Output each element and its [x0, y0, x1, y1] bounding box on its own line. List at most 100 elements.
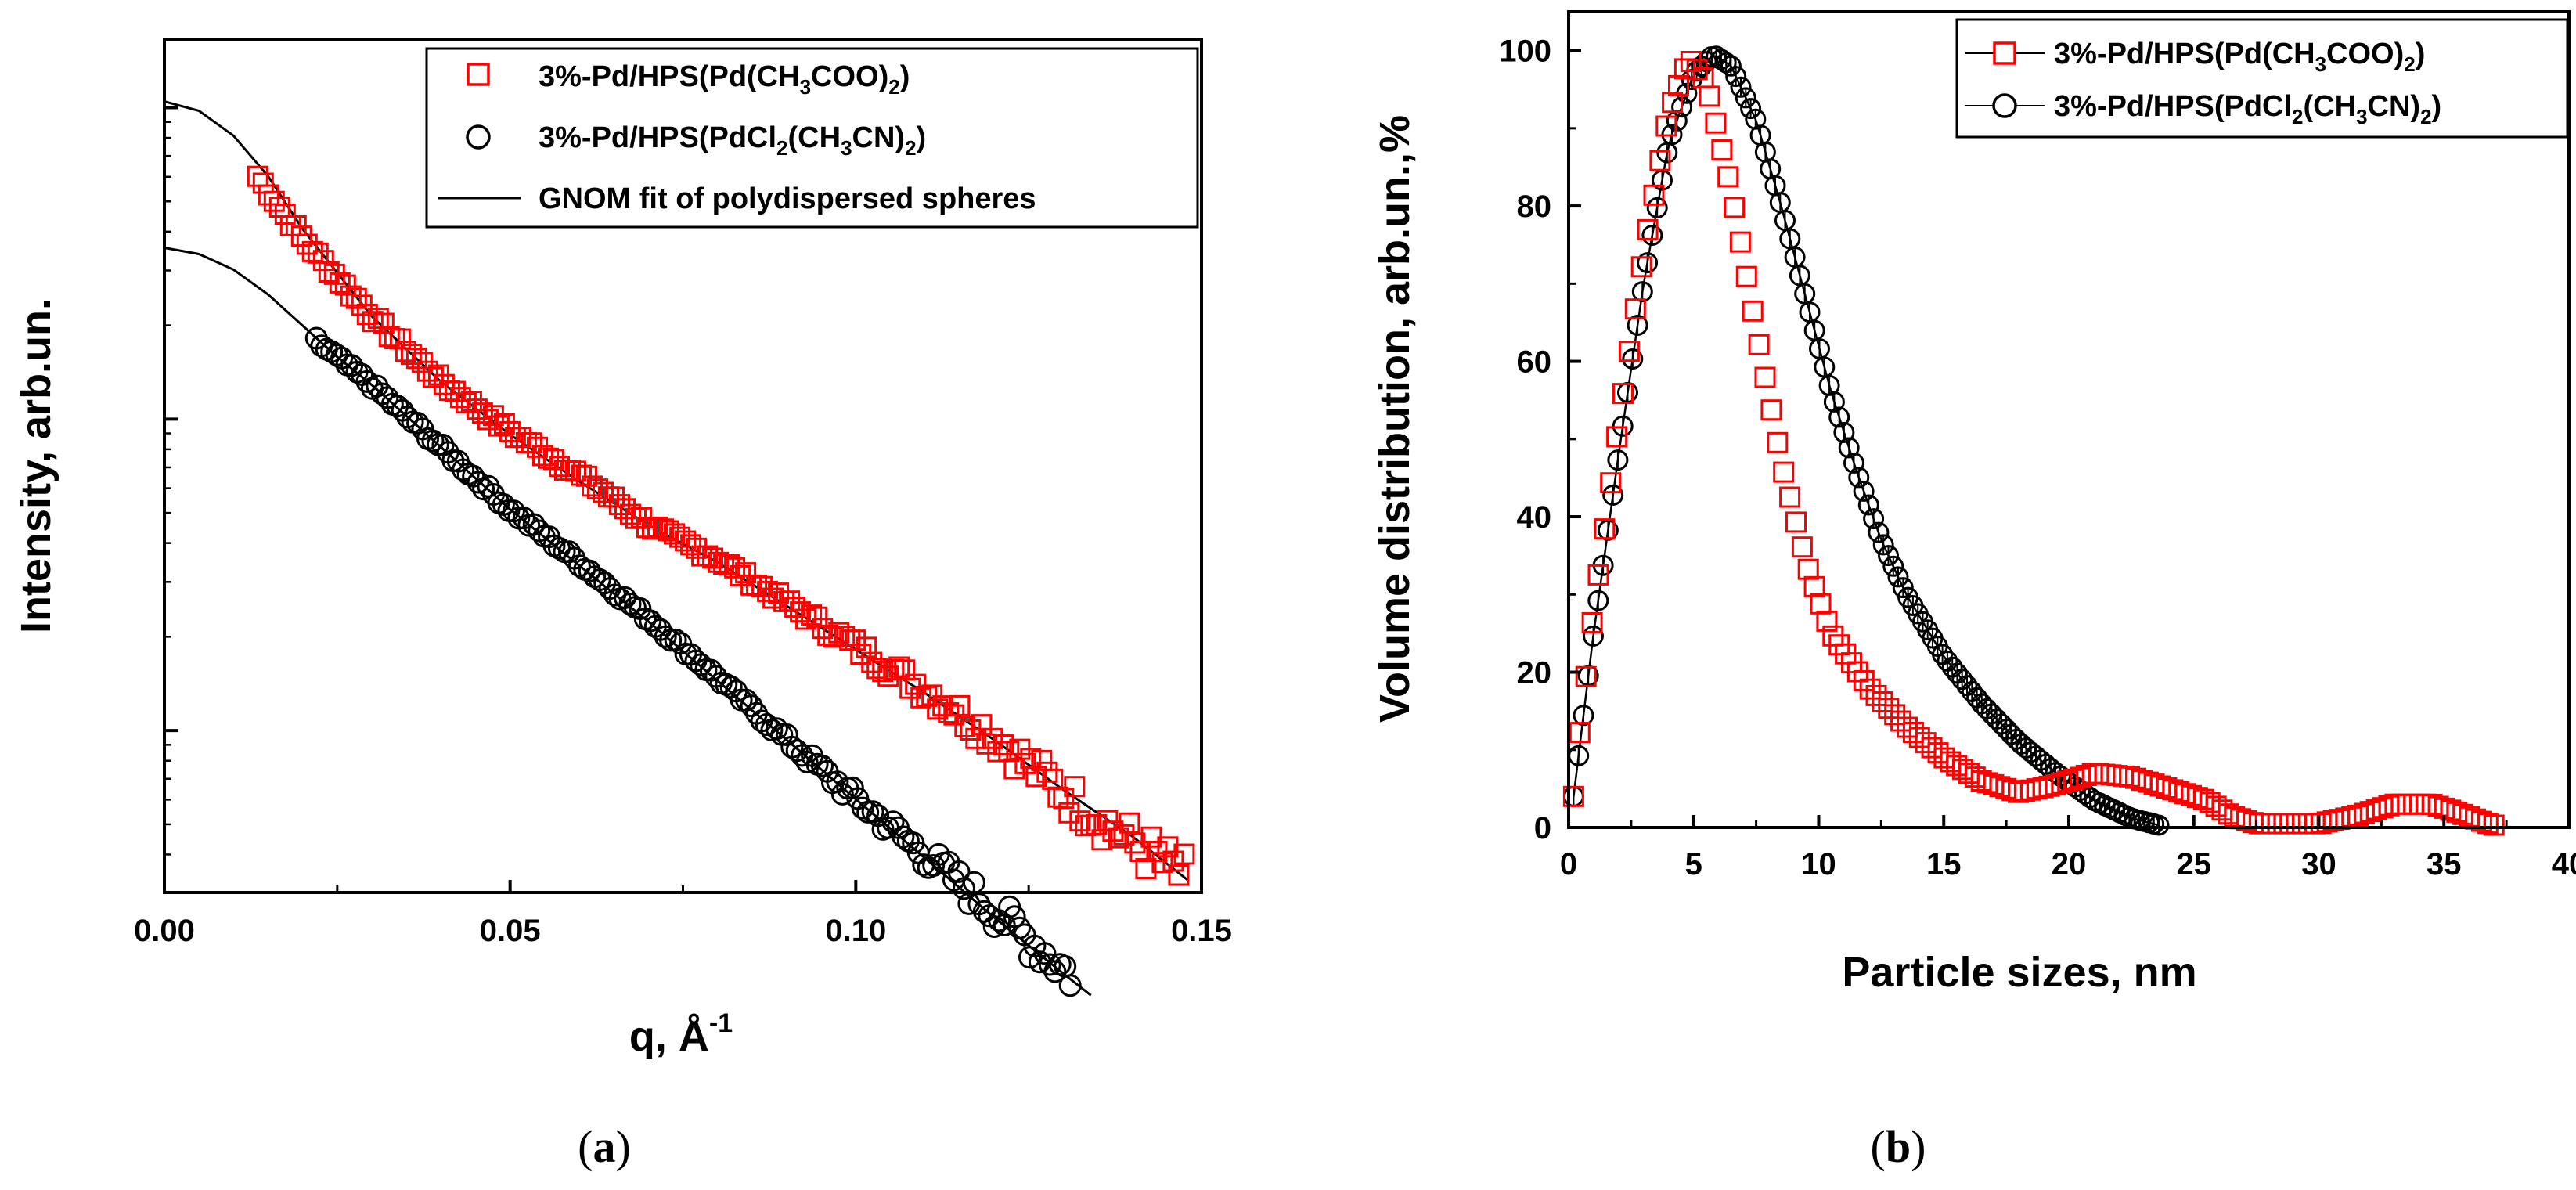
b-x-tick-label: 15 — [1926, 847, 1962, 882]
a-point-chloride — [841, 776, 864, 799]
a-point-acetate — [965, 727, 987, 749]
a-point-acetate — [593, 481, 614, 503]
a-point-acetate — [1053, 788, 1075, 810]
a-point-acetate — [334, 274, 356, 296]
b-point-acetate — [1816, 610, 1838, 632]
a-y-axis-label: Intensity, arb.un. — [13, 298, 59, 633]
a-point-acetate — [801, 604, 823, 626]
a-legend-marker-square — [467, 63, 490, 86]
a-point-acetate — [247, 165, 268, 187]
b-series-acetate-points — [1562, 51, 2505, 836]
a-point-acetate — [1151, 852, 1173, 874]
a-legend-entry-acetate: 3%-Pd/HPS(Pd(CH3COO)2) — [467, 60, 910, 99]
a-legend-label-chloride: 3%-Pd/HPS(PdCl2(CH3CN)2) — [539, 121, 926, 160]
b-x-tick-label: 20 — [2052, 847, 2087, 882]
a-point-chloride — [1003, 905, 1026, 929]
b-legend-entry-chloride: 3%-Pd/HPS(PdCl2(CH3CN)2) — [1965, 90, 2441, 128]
a-point-acetate — [949, 694, 971, 716]
a-point-acetate — [307, 242, 329, 264]
a-point-acetate — [982, 727, 1003, 749]
a-point-acetate — [405, 348, 427, 370]
a-point-acetate — [318, 261, 340, 283]
b-point-acetate — [2199, 792, 2221, 813]
b-point-acetate — [1803, 575, 1825, 597]
b-y-tick-label: 80 — [1517, 189, 1552, 224]
a-point-acetate — [724, 557, 746, 579]
a-point-acetate — [828, 622, 850, 644]
a-point-chloride — [1038, 953, 1061, 976]
a-legend: 3%-Pd/HPS(Pd(CH3COO)2) 3%-Pd/HPS(PdCl2(C… — [425, 47, 1199, 229]
a-point-acetate — [746, 575, 768, 596]
b-point-acetate — [1562, 785, 1584, 807]
b-legend-marker-square — [1993, 41, 2016, 65]
b-x-tick-label: 5 — [1685, 847, 1702, 882]
a-point-acetate — [367, 308, 389, 330]
b-point-acetate — [2470, 810, 2492, 832]
a-point-acetate — [1168, 864, 1190, 886]
b-point-acetate — [1655, 115, 1677, 137]
b-point-acetate — [1785, 511, 1807, 533]
a-point-acetate — [642, 518, 663, 540]
a-point-acetate — [400, 344, 422, 366]
a-point-acetate — [1129, 841, 1151, 862]
a-point-acetate — [653, 518, 674, 540]
b-point-acetate — [1649, 150, 1671, 171]
a-point-acetate — [1157, 836, 1179, 858]
b-point-acetate — [1711, 139, 1733, 160]
b-y-tick-label: 0 — [1534, 811, 1551, 846]
a-point-acetate — [499, 420, 521, 442]
b-point-acetate — [1699, 85, 1720, 107]
a-point-acetate — [680, 534, 702, 556]
b-point-acetate — [1587, 564, 1609, 586]
a-point-acetate — [834, 626, 856, 647]
a-point-acetate — [422, 366, 444, 388]
a-point-acetate — [866, 658, 888, 680]
a-point-acetate — [620, 503, 641, 525]
a-point-acetate — [433, 373, 455, 395]
a-point-acetate — [263, 190, 285, 212]
a-panel-caption: (a) — [578, 1121, 631, 1172]
a-point-acetate — [823, 626, 845, 648]
a-point-chloride — [795, 750, 819, 774]
a-point-acetate — [312, 250, 334, 272]
a-point-chloride — [947, 860, 971, 883]
a-x-axis-label: q, Å-1 — [629, 1008, 733, 1060]
a-x-tick-label: 0.15 — [1171, 914, 1232, 948]
b-point-acetate — [2477, 813, 2499, 835]
a-axis-ticks: 0.00 0.05 0.10 0.15 — [134, 106, 1232, 948]
a-point-acetate — [762, 587, 784, 609]
a-point-acetate — [636, 517, 658, 539]
a-point-acetate — [290, 225, 312, 247]
b-point-acetate — [2483, 814, 2505, 836]
a-point-acetate — [373, 312, 395, 334]
a-point-acetate — [329, 272, 351, 294]
b-legend-marker-circle — [1992, 93, 2017, 118]
b-y-tick-label: 40 — [1517, 500, 1552, 535]
a-x-tick-label: 0.10 — [825, 914, 886, 948]
b-point-acetate — [1865, 684, 1887, 706]
a-point-acetate — [669, 526, 691, 548]
a-point-acetate — [449, 387, 471, 409]
a-point-acetate — [1036, 761, 1058, 783]
b-x-tick-label: 0 — [1560, 847, 1577, 882]
b-x-tick-label: 10 — [1801, 847, 1836, 882]
chart-a: 0.00 0.05 0.10 0.15 Intensity, arb.un. q, Å… — [13, 38, 1232, 1172]
b-point-acetate — [1952, 759, 1973, 781]
a-point-chloride — [861, 800, 884, 824]
a-point-chloride — [1033, 942, 1057, 965]
a-point-acetate — [268, 197, 290, 218]
b-point-acetate — [1760, 399, 1782, 421]
b-point-acetate — [1940, 751, 1962, 773]
a-point-acetate — [493, 413, 515, 435]
a-legend-label-acetate: 3%-Pd/HPS(Pd(CH3COO)2) — [539, 60, 910, 99]
b-point-acetate — [1612, 383, 1634, 405]
b-point-acetate — [1606, 426, 1628, 448]
b-x-tick-label: 35 — [2426, 847, 2462, 882]
a-x-tick-label: 0.05 — [480, 914, 541, 948]
a-point-acetate — [587, 478, 608, 500]
b-point-acetate — [1878, 698, 1900, 719]
b-point-acetate — [1933, 747, 1955, 769]
b-point-acetate — [1946, 755, 1968, 777]
a-series-acetate-points — [247, 165, 1195, 886]
a-legend-marker-circle — [466, 124, 491, 150]
